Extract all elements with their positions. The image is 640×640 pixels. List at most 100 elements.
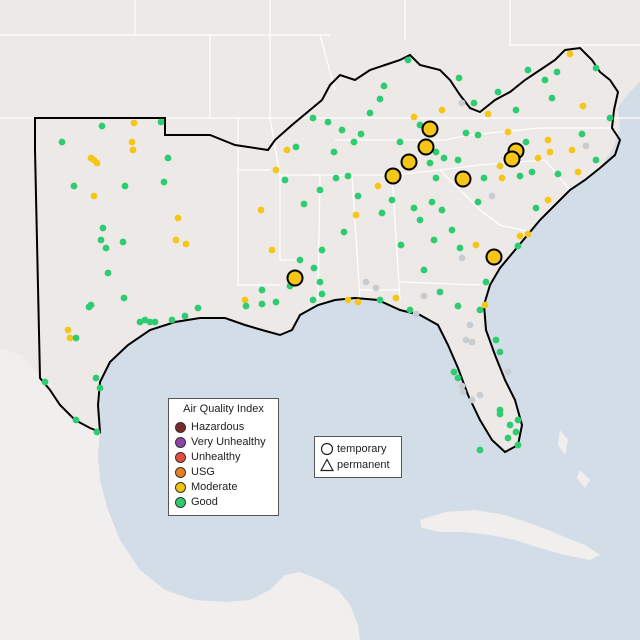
- moderate-monitor-marker: [544, 196, 552, 204]
- legend-item-moderate: Moderate: [175, 480, 237, 494]
- good-monitor-marker: [310, 264, 318, 272]
- aqi-legend: Air Quality Index Hazardous Very Unhealt…: [168, 398, 279, 516]
- good-monitor-marker: [428, 198, 436, 206]
- good-monitor-marker: [440, 154, 448, 162]
- good-monitor-marker: [366, 109, 374, 117]
- good-monitor-marker: [430, 236, 438, 244]
- good-monitor-marker: [474, 198, 482, 206]
- good-monitor-marker: [309, 114, 317, 122]
- moderate-monitor-marker: [241, 296, 249, 304]
- large-moderate-monitor-marker: [421, 120, 439, 138]
- no-data-monitor-marker: [476, 391, 484, 399]
- moderate-monitor-marker: [182, 240, 190, 248]
- good-monitor-marker: [160, 178, 168, 186]
- moderate-monitor-marker: [374, 182, 382, 190]
- moderate-monitor-marker: [544, 136, 552, 144]
- monitor-markers: [41, 50, 614, 454]
- good-monitor-marker: [324, 118, 332, 126]
- no-data-monitor-marker: [466, 321, 474, 329]
- good-monitor-marker: [512, 106, 520, 114]
- good-monitor-marker: [506, 421, 514, 429]
- usg-swatch: [175, 466, 186, 478]
- region-outline: [34, 46, 622, 454]
- good-monitor-marker: [532, 204, 540, 212]
- good-monitor-marker: [388, 196, 396, 204]
- good-monitor-marker: [296, 256, 304, 264]
- moderate-monitor-marker: [257, 206, 265, 214]
- good-monitor-marker: [474, 131, 482, 139]
- no-data-monitor-marker: [468, 396, 476, 404]
- legend-item-very-unhealthy: Very Unhealthy: [175, 435, 266, 449]
- good-monitor-marker: [72, 334, 80, 342]
- good-monitor-marker: [318, 290, 326, 298]
- unhealthy-swatch: [175, 451, 186, 463]
- good-monitor-marker: [316, 186, 324, 194]
- good-monitor-marker: [96, 384, 104, 392]
- good-monitor-marker: [121, 182, 129, 190]
- legend-item-hazardous: Hazardous: [175, 420, 244, 434]
- legend-label: Good: [191, 496, 218, 508]
- good-monitor-marker: [432, 174, 440, 182]
- moderate-monitor-marker: [392, 294, 400, 302]
- good-swatch: [175, 496, 186, 508]
- moderate-monitor-marker: [87, 154, 95, 162]
- good-monitor-marker: [541, 76, 549, 84]
- moderate-monitor-marker: [128, 138, 136, 146]
- moderate-monitor-marker: [66, 334, 74, 342]
- large-moderate-monitor-marker: [400, 153, 418, 171]
- good-monitor-marker: [151, 318, 159, 326]
- good-monitor-marker: [476, 446, 484, 454]
- no-data-monitor-marker: [412, 310, 420, 318]
- good-monitor-marker: [242, 302, 250, 310]
- moderate-monitor-marker: [566, 50, 574, 58]
- no-data-monitor-marker: [468, 338, 476, 346]
- temporary-label: temporary: [337, 443, 387, 455]
- good-monitor-marker: [470, 99, 478, 107]
- good-monitor-marker: [85, 303, 93, 311]
- good-monitor-marker: [120, 294, 128, 302]
- good-monitor-marker: [480, 174, 488, 182]
- permanent-label: permanent: [337, 459, 390, 471]
- good-monitor-marker: [426, 159, 434, 167]
- no-data-monitor-marker: [582, 142, 590, 150]
- good-monitor-marker: [454, 156, 462, 164]
- good-monitor-marker: [318, 246, 326, 254]
- good-monitor-marker: [476, 306, 484, 314]
- monitor-type-legend: temporary permanent: [314, 436, 402, 478]
- good-monitor-marker: [316, 278, 324, 286]
- moderate-monitor-marker: [574, 168, 582, 176]
- mexico-landmass: [0, 348, 360, 640]
- legend-label: Very Unhealthy: [191, 436, 266, 448]
- good-monitor-marker: [454, 374, 462, 382]
- good-monitor-marker: [272, 298, 280, 306]
- good-monitor-marker: [194, 304, 202, 312]
- moderate-monitor-marker: [130, 119, 138, 127]
- moderate-monitor-marker: [174, 214, 182, 222]
- good-monitor-marker: [98, 122, 106, 130]
- good-monitor-marker: [420, 266, 428, 274]
- moderate-monitor-marker: [283, 146, 291, 154]
- legend-label: Unhealthy: [191, 451, 241, 463]
- no-data-monitor-marker: [459, 388, 467, 396]
- good-monitor-marker: [514, 441, 522, 449]
- legend-item-good: Good: [175, 495, 218, 509]
- good-monitor-marker: [258, 300, 266, 308]
- large-moderate-monitor-marker: [503, 150, 521, 168]
- good-monitor-marker: [492, 336, 500, 344]
- triangle-icon: [320, 458, 334, 472]
- good-monitor-marker: [512, 428, 520, 436]
- no-data-monitor-marker: [458, 99, 466, 107]
- good-monitor-marker: [396, 138, 404, 146]
- good-monitor-marker: [292, 143, 300, 151]
- good-monitor-marker: [455, 74, 463, 82]
- good-monitor-marker: [432, 148, 440, 156]
- moderate-monitor-marker: [64, 326, 72, 334]
- good-monitor-marker: [376, 296, 384, 304]
- no-data-monitor-marker: [504, 368, 512, 376]
- no-data-monitor-marker: [462, 336, 470, 344]
- cuba: [420, 510, 600, 560]
- good-monitor-marker: [380, 82, 388, 90]
- good-monitor-marker: [553, 68, 561, 76]
- good-monitor-marker: [528, 168, 536, 176]
